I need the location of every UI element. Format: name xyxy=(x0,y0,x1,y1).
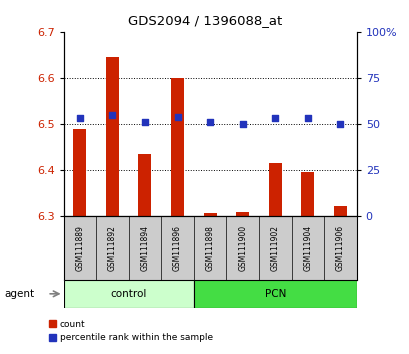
Point xyxy=(239,121,245,127)
Point xyxy=(206,119,213,125)
Point xyxy=(109,112,115,118)
Text: GSM111906: GSM111906 xyxy=(335,225,344,271)
Bar xyxy=(333,206,346,216)
Point xyxy=(142,119,148,125)
Point xyxy=(336,121,343,127)
Text: GSM111904: GSM111904 xyxy=(303,225,312,271)
Text: agent: agent xyxy=(4,289,34,299)
Bar xyxy=(138,154,151,216)
Bar xyxy=(193,280,356,308)
Bar xyxy=(63,280,193,308)
Bar xyxy=(301,172,314,216)
Text: GSM111902: GSM111902 xyxy=(270,225,279,271)
Bar xyxy=(171,78,184,216)
Text: control: control xyxy=(110,289,146,299)
Text: GSM111894: GSM111894 xyxy=(140,225,149,271)
Point xyxy=(271,115,278,121)
Bar xyxy=(203,213,216,216)
Point xyxy=(76,115,83,121)
Text: PCN: PCN xyxy=(264,289,285,299)
Text: GSM111896: GSM111896 xyxy=(173,225,182,271)
Bar xyxy=(73,129,86,216)
Text: GSM111900: GSM111900 xyxy=(238,225,247,271)
Text: GSM111892: GSM111892 xyxy=(108,225,117,271)
Point xyxy=(174,114,180,119)
Text: GSM111898: GSM111898 xyxy=(205,225,214,271)
Legend: count, percentile rank within the sample: count, percentile rank within the sample xyxy=(45,316,216,346)
Text: GDS2094 / 1396088_at: GDS2094 / 1396088_at xyxy=(128,14,281,27)
Bar xyxy=(106,57,119,216)
Bar xyxy=(236,212,249,216)
Bar xyxy=(268,163,281,216)
Point xyxy=(304,115,310,121)
Text: GSM111889: GSM111889 xyxy=(75,225,84,271)
